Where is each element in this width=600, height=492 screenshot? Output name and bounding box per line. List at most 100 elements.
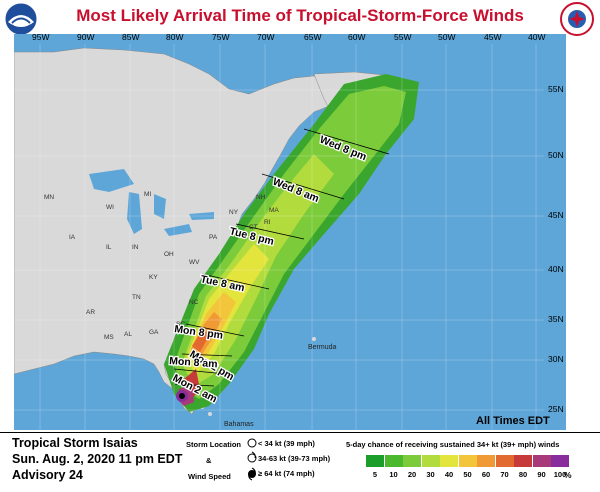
state-label: CT: [249, 224, 258, 231]
longitude-label: 65W: [304, 32, 322, 42]
state-label: RI: [264, 219, 271, 226]
longitude-label: 55W: [394, 32, 412, 42]
latitude-label: 50N: [548, 150, 564, 160]
state-label: AL: [124, 331, 132, 338]
probability-tick-label: 40: [444, 470, 454, 479]
probability-swatch: [366, 455, 384, 467]
tropical-storm-icon: [247, 453, 257, 463]
probability-tick-label: 60: [481, 470, 491, 479]
state-label: IL: [106, 244, 112, 251]
probability-tick-label: 70: [500, 470, 509, 479]
state-label: KY: [149, 274, 158, 281]
probability-tick-label: 80: [518, 470, 528, 479]
latitude-label: 40N: [548, 264, 564, 274]
swath-70-percent: [192, 330, 210, 352]
probability-tick-label: 10: [389, 470, 398, 479]
lake-michigan: [127, 192, 142, 234]
graticule: [14, 44, 544, 430]
state-label: MA: [269, 207, 279, 214]
legend-divider: [0, 432, 600, 433]
arrival-time-label: Mon 8 am: [169, 355, 218, 370]
lake-erie: [164, 224, 192, 236]
longitude-label: 70W: [257, 32, 275, 42]
isochrone-lines: [173, 128, 390, 387]
lake-superior: [89, 169, 134, 192]
probability-legend-title: 5-day chance of receiving sustained 34+ …: [346, 440, 560, 449]
longitude-label: 75W: [212, 32, 230, 42]
probability-swatch: [551, 455, 569, 467]
storm-datetime: Sun. Aug. 2, 2020 11 pm EDT: [12, 452, 183, 466]
latitude-label: 30N: [548, 354, 564, 364]
longitude-label: 60W: [348, 32, 366, 42]
legend-panel: Tropical Storm Isaias Sun. Aug. 2, 2020 …: [0, 432, 600, 492]
advisory-number: Advisory 24: [12, 468, 83, 482]
wind-speed-symbols: [247, 438, 257, 481]
storm-name: Tropical Storm Isaias: [12, 436, 138, 450]
state-label: AR: [86, 309, 95, 316]
probability-swatch: [421, 455, 440, 467]
probability-tick-label: 20: [407, 470, 417, 479]
longitude-label: 45W: [484, 32, 502, 42]
probability-swatch: [384, 455, 403, 467]
state-label: MN: [44, 194, 54, 201]
probability-swatch: [495, 455, 514, 467]
probability-tick-label: 90: [537, 470, 546, 479]
probability-unit: %: [564, 470, 572, 480]
state-label: NC: [189, 299, 199, 306]
probability-swatch: [532, 455, 551, 467]
longitude-label: 50W: [438, 32, 456, 42]
bermuda-island: [312, 337, 316, 341]
longitude-label: 90W: [77, 32, 95, 42]
wind-item-2: 34-63 kt (39-73 mph): [258, 454, 331, 463]
state-label: IN: [132, 244, 139, 251]
state-label: IA: [69, 234, 76, 241]
bahamas-island: [208, 412, 212, 416]
probability-swatch: [458, 455, 477, 467]
latitude-label: 25N: [548, 404, 564, 414]
times-note: All Times EDT: [476, 415, 550, 427]
state-label: VA: [204, 277, 213, 284]
state-label: PA: [209, 234, 218, 241]
forecast-map: MN WI MI IA IL IN OH KY WV PA NY MA NH RI TN AR MS AL GA SC…: [13, 32, 566, 430]
weak-storm-icon: [247, 438, 257, 448]
state-label: WI: [106, 204, 114, 211]
probability-tick-label: 50: [463, 470, 472, 479]
probability-swatch: [514, 455, 532, 467]
state-label: OH: [164, 251, 174, 258]
latitude-label: 35N: [548, 314, 564, 324]
latitude-label: 45N: [548, 210, 564, 220]
lake-huron: [154, 194, 166, 219]
probability-swatch: [403, 455, 421, 467]
latitude-label: 55N: [548, 84, 564, 94]
probability-tick-label: 100: [553, 470, 567, 479]
noaa-logo-icon: [4, 2, 38, 36]
national-weather-service-logo-icon: [560, 2, 594, 36]
bermuda-label: Bermuda: [308, 344, 337, 351]
longitude-label: 40W: [528, 32, 546, 42]
state-label: WV: [189, 259, 200, 266]
longitude-label: 95W: [32, 32, 50, 42]
state-label: GA: [149, 329, 159, 336]
probability-tick-label: 5: [372, 470, 378, 479]
wind-item-1: < 34 kt (39 mph): [258, 439, 315, 448]
probability-swatch: [477, 455, 495, 467]
longitude-label: 80W: [166, 32, 184, 42]
wind-legend-header-2: &: [206, 456, 212, 465]
state-label: TN: [132, 294, 141, 301]
wind-legend-header-1: Storm Location: [186, 440, 242, 449]
state-label: MS: [104, 334, 114, 341]
bahamas-label: Bahamas: [224, 421, 254, 428]
page-title: Most Likely Arrival Time of Tropical-Sto…: [76, 6, 524, 25]
probability-swatch: [440, 455, 458, 467]
storm-center-icon: [179, 393, 185, 399]
wind-item-3: ≥ 64 kt (74 mph): [258, 469, 315, 478]
hurricane-icon: [248, 470, 256, 478]
state-label: NY: [229, 209, 239, 216]
title-bar: Most Likely Arrival Time of Tropical-Sto…: [0, 0, 600, 36]
state-label: MI: [144, 191, 151, 198]
wind-legend-header-3: Wind Speed: [188, 472, 231, 481]
state-label: NH: [256, 194, 266, 201]
longitude-label: 85W: [122, 32, 140, 42]
